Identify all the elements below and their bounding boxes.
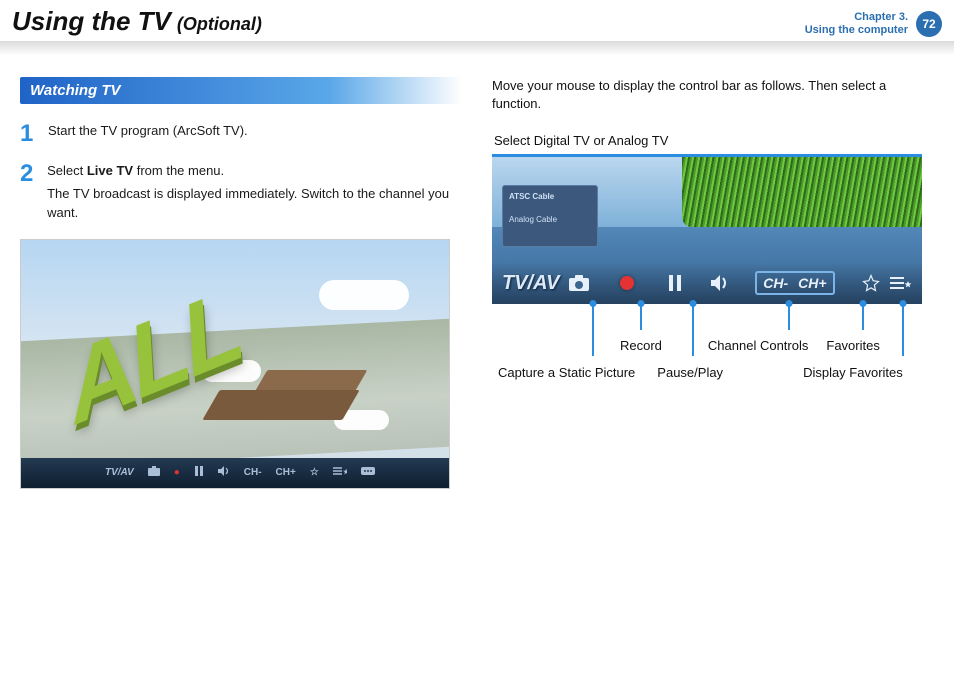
record-icon[interactable] <box>618 272 634 294</box>
page-header: Using the TV (Optional) Chapter 3. Using… <box>0 0 954 41</box>
cloud-icon <box>319 280 409 310</box>
callout-record: Record <box>620 338 662 353</box>
right-intro-text: Move your mouse to display the control b… <box>492 77 934 113</box>
building-icon <box>255 370 368 392</box>
step-2-post: from the menu. <box>133 163 224 178</box>
chapter-line1: Chapter 3. <box>805 11 908 24</box>
diagram-wrapper: Select Digital TV or Analog TV ATSC Cabl… <box>492 133 934 386</box>
tv-control-bar-small: TV/AV ● CH- CH+ ☆ ★ <box>21 458 449 488</box>
step-2-bold: Live TV <box>87 163 133 178</box>
tv-screenshot: ALL TV/AV ● CH- CH+ ☆ ★ <box>20 239 450 489</box>
ch-minus-small[interactable]: CH- <box>244 467 262 478</box>
diagram-grass <box>682 157 922 227</box>
step-2: 2 Select Live TV from the menu. The TV b… <box>20 162 462 223</box>
camera-icon[interactable] <box>569 272 589 294</box>
header-divider <box>0 41 954 59</box>
step-2-pre: Select <box>47 163 87 178</box>
step-2-number: 2 <box>20 162 37 223</box>
step-2-detail: The TV broadcast is displayed immediatel… <box>47 185 462 223</box>
more-icon[interactable] <box>361 467 375 478</box>
ch-plus[interactable]: CH+ <box>798 275 826 291</box>
callout-select-tv-type: Select Digital TV or Analog TV <box>494 133 934 148</box>
callout-display-favorites: Display Favorites <box>803 365 903 380</box>
pause-icon[interactable] <box>667 272 683 294</box>
content-columns: Watching TV 1 Start the TV program (ArcS… <box>0 77 954 489</box>
camera-icon[interactable] <box>148 466 160 479</box>
page-number-badge: 72 <box>916 11 942 37</box>
right-column: Move your mouse to display the control b… <box>492 77 934 489</box>
building-icon <box>202 390 359 420</box>
page-title-optional: (Optional) <box>177 14 262 35</box>
leader-line <box>788 304 790 330</box>
step-1-text: Start the TV program (ArcSoft TV). <box>48 122 248 146</box>
title-wrap: Using the TV (Optional) <box>12 6 262 37</box>
tv-type-popup[interactable]: ATSC Cable Analog Cable <box>502 185 598 247</box>
tv-control-bar: TV/AV CH- <box>492 262 922 304</box>
callouts-row-2: Capture a Static Picture Pause/Play Disp… <box>492 365 934 380</box>
step-1: 1 Start the TV program (ArcSoft TV). <box>20 122 462 146</box>
list-star-icon[interactable] <box>890 272 912 294</box>
tvav-button-small[interactable]: TV/AV <box>105 467 134 478</box>
callout-favorites: Favorites <box>826 338 879 353</box>
volume-icon[interactable] <box>218 466 230 479</box>
ch-minus[interactable]: CH- <box>763 275 788 291</box>
svg-text:★: ★ <box>343 468 347 476</box>
ch-plus-small[interactable]: CH+ <box>276 467 296 478</box>
star-icon[interactable] <box>862 272 880 294</box>
left-column: Watching TV 1 Start the TV program (ArcS… <box>20 77 462 489</box>
tvav-button[interactable]: TV/AV <box>502 272 559 295</box>
step-2-text: Select Live TV from the menu. The TV bro… <box>47 162 462 223</box>
section-header: Watching TV <box>20 77 462 104</box>
callout-capture: Capture a Static Picture <box>498 365 635 380</box>
record-icon[interactable]: ● <box>174 467 180 478</box>
callout-channel: Channel Controls <box>708 338 808 353</box>
page-title: Using the TV <box>12 6 171 37</box>
leader-line <box>640 304 642 330</box>
step-1-number: 1 <box>20 122 38 146</box>
pause-icon[interactable] <box>194 466 204 479</box>
channel-controls[interactable]: CH- CH+ <box>755 271 834 295</box>
star-icon[interactable]: ☆ <box>310 467 319 478</box>
leader-line <box>862 304 864 330</box>
control-bar-diagram: ATSC Cable Analog Cable TV/AV <box>492 154 922 304</box>
callouts-row-1: Record Channel Controls Favorites <box>492 338 934 353</box>
chapter-text: Chapter 3. Using the computer <box>805 11 908 37</box>
callout-pause: Pause/Play <box>657 365 723 380</box>
chapter-line2: Using the computer <box>805 24 908 37</box>
chapter-wrap: Chapter 3. Using the computer 72 <box>805 11 942 37</box>
popup-option-atsc[interactable]: ATSC Cable <box>509 192 591 201</box>
popup-option-analog[interactable]: Analog Cable <box>509 215 591 224</box>
list-star-icon[interactable]: ★ <box>333 466 347 479</box>
volume-icon[interactable] <box>711 272 731 294</box>
